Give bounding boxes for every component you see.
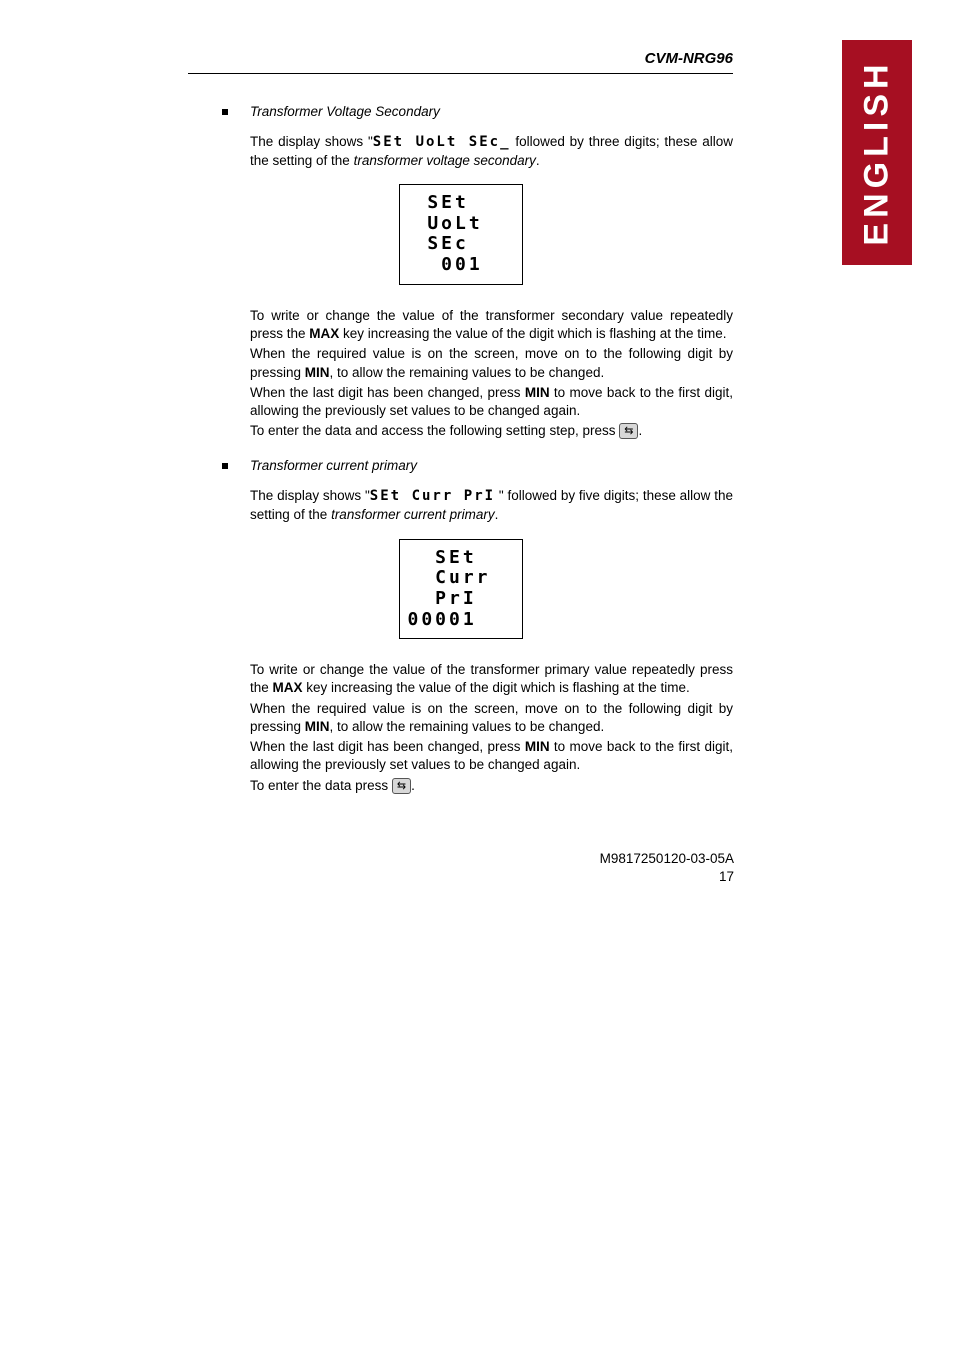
section-1-heading-row: Transformer Voltage Secondary <box>222 104 733 119</box>
text: , to allow the remaining values to be ch… <box>330 719 605 734</box>
display-box-2: SEt Curr PrI 00001 <box>399 539 523 640</box>
display-box-1: SEt UoLt SEc 001 <box>399 184 523 285</box>
text-em: transformer voltage secondary <box>354 153 536 168</box>
key-max: MAX <box>309 326 339 341</box>
segment-text: SEt Curr PrI <box>370 488 495 504</box>
footer-code: M9817250120-03-05A <box>600 850 734 868</box>
text: . <box>638 423 642 438</box>
text: . <box>411 778 415 793</box>
key-min: MIN <box>525 739 550 754</box>
section-2-heading-row: Transformer current primary <box>222 458 733 473</box>
key-min: MIN <box>525 385 550 400</box>
bullet-icon <box>222 109 228 115</box>
text: key increasing the value of the digit wh… <box>303 680 690 695</box>
section-1-title: Transformer Voltage Secondary <box>250 104 440 119</box>
enter-button-icon: ⇆ <box>392 778 411 794</box>
text-em: transformer current primary <box>331 507 495 522</box>
section-2-p1: To write or change the value of the tran… <box>250 661 733 697</box>
section-2-intro: The display shows "SEt Curr PrI " follow… <box>250 487 733 524</box>
section-1-p1: To write or change the value of the tran… <box>250 307 733 343</box>
key-min: MIN <box>305 719 330 734</box>
section-2-p4: To enter the data press ⇆. <box>250 777 733 795</box>
text: , to allow the remaining values to be ch… <box>330 365 605 380</box>
bullet-icon <box>222 463 228 469</box>
header-rule <box>188 73 733 74</box>
text: When the last digit has been changed, pr… <box>250 739 525 754</box>
language-tab-text: ENGLISH <box>858 59 897 245</box>
page-footer: M9817250120-03-05A 17 <box>600 850 734 886</box>
text: To enter the data and access the followi… <box>250 423 619 438</box>
text: . <box>495 507 499 522</box>
key-max: MAX <box>273 680 303 695</box>
section-1-p4: To enter the data and access the followi… <box>250 422 733 440</box>
text: The display shows " <box>250 488 370 503</box>
section-1-intro: The display shows "SEt UoLt SEc_ followe… <box>250 133 733 170</box>
section-2-p3: When the last digit has been changed, pr… <box>250 738 733 774</box>
key-min: MIN <box>305 365 330 380</box>
segment-text: SEt UoLt SEc_ <box>373 134 511 150</box>
text: key increasing the value of the digit wh… <box>339 326 726 341</box>
language-tab: ENGLISH <box>842 40 912 265</box>
text: . <box>536 153 540 168</box>
text: To enter the data press <box>250 778 392 793</box>
section-1-p2: When the required value is on the screen… <box>250 345 733 381</box>
section-1-p3: When the last digit has been changed, pr… <box>250 384 733 420</box>
section-2-title: Transformer current primary <box>250 458 417 473</box>
text: When the last digit has been changed, pr… <box>250 385 525 400</box>
text: The display shows " <box>250 134 373 149</box>
section-2-p2: When the required value is on the screen… <box>250 700 733 736</box>
page-content: CVM-NRG96 Transformer Voltage Secondary … <box>188 50 733 805</box>
page-header-title: CVM-NRG96 <box>188 50 733 67</box>
footer-page: 17 <box>600 868 734 886</box>
enter-button-icon: ⇆ <box>619 423 638 439</box>
